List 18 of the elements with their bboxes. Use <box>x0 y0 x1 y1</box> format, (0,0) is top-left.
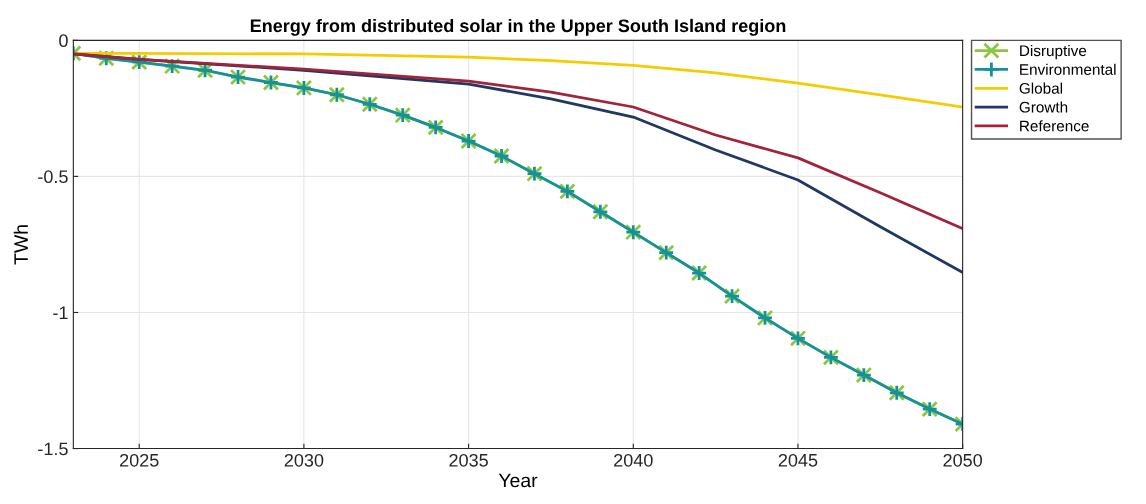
x-tick-label: 2045 <box>778 453 818 467</box>
x-axis-title: Year <box>498 473 538 488</box>
legend-label: Reference <box>1020 120 1089 132</box>
x-tick-label: 2035 <box>449 453 488 467</box>
legend-label: Growth <box>1019 101 1068 113</box>
y-tick-label: -0.5 <box>38 170 68 184</box>
y-axis-title: TWh <box>13 225 28 265</box>
y-tick-label: -1.5 <box>38 442 68 456</box>
legend-label: Global <box>1019 82 1063 94</box>
x-tick-label: 2025 <box>120 453 159 467</box>
x-tick-label: 2030 <box>284 453 324 467</box>
legend-label: Disruptive <box>1020 44 1087 60</box>
y-tick-label: -1 <box>53 306 68 320</box>
chart-title: Energy from distributed solar in the Upper South Island region <box>250 18 786 36</box>
x-tick-label: 2040 <box>614 453 653 467</box>
x-tick-label: 2050 <box>943 453 983 467</box>
y-tick-label: 0 <box>59 34 68 48</box>
legend-label: Environmental <box>1020 63 1116 75</box>
